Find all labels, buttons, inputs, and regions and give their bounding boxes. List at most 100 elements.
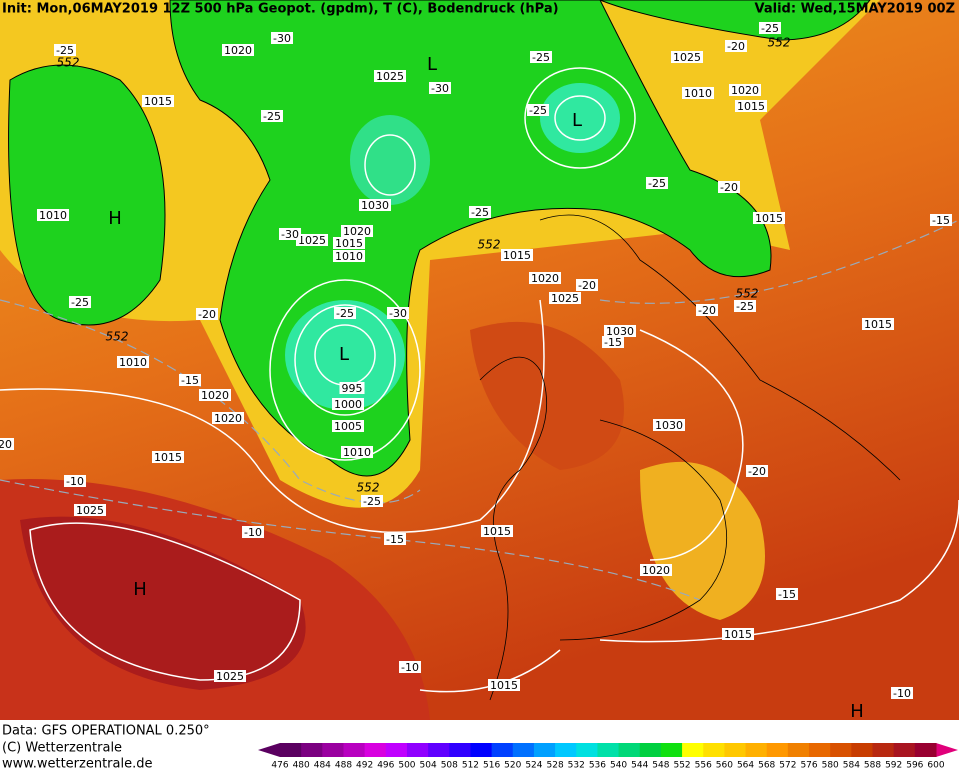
- warm-core: [20, 516, 306, 690]
- low-core: [350, 115, 430, 205]
- colorbar-cell: [428, 743, 450, 757]
- temperature-label-box: [279, 228, 301, 240]
- temperature-label: -25: [71, 296, 89, 309]
- colorbar-cell: [703, 743, 725, 757]
- temperature-label: -25: [736, 300, 754, 313]
- isobar-label-box: [549, 292, 581, 304]
- isobar-label: 1015: [737, 100, 765, 113]
- colorbar-cell: [385, 743, 408, 757]
- header-valid: Valid: Wed,15MAY2019 00Z: [755, 2, 955, 17]
- temperature-label-box: [64, 475, 86, 487]
- temperature-label-box: [696, 304, 718, 316]
- isobar-label: 1025: [298, 234, 326, 247]
- colorbar-label: 592: [885, 761, 902, 771]
- low-core: [285, 300, 405, 410]
- temperature-label-box: [759, 22, 781, 34]
- colorbar-cell: [322, 743, 344, 757]
- colorbar-label: 596: [906, 761, 923, 771]
- colorbar-cell: [830, 743, 852, 757]
- isobar: [29, 522, 301, 681]
- isobar-label-box: [341, 225, 373, 237]
- isobar-label: 995: [342, 382, 363, 395]
- isobar-label-box: [332, 420, 364, 432]
- isobar-label: 1025: [551, 292, 579, 305]
- isobar-label: 1015: [864, 318, 892, 331]
- colorbar-cell: [724, 743, 747, 757]
- colorbar-label: 548: [652, 761, 669, 771]
- isobar: [269, 279, 421, 461]
- isobar: [364, 134, 416, 196]
- colorbar-label: 496: [377, 761, 394, 771]
- isobar-label-box: [332, 398, 364, 410]
- isobar-label: 1015: [335, 237, 363, 250]
- temperature-label: -10: [401, 661, 419, 674]
- colorbar-label: 584: [843, 761, 860, 771]
- colorbar-cell: [364, 743, 387, 757]
- contour-label: 552: [357, 481, 380, 495]
- temperature-label: -20: [748, 465, 766, 478]
- isobar-label-box: [671, 51, 703, 63]
- isobar-label-box: [604, 325, 636, 337]
- isobar-label-box: [74, 504, 106, 516]
- temperature-label-box: [718, 181, 740, 193]
- isobar-label-box: [339, 382, 365, 394]
- temperature-label: -10: [893, 687, 911, 700]
- isobar-label: 1015: [755, 212, 783, 225]
- isobar-label: 1015: [503, 249, 531, 262]
- colorbar-cell: [787, 743, 810, 757]
- colorbar-label: 528: [547, 761, 564, 771]
- isobar-label: 1010: [684, 87, 712, 100]
- isobar-label: 1000: [334, 398, 362, 411]
- temperature-label-box: [196, 308, 218, 320]
- colorbar-cell: [449, 743, 471, 757]
- isobar-label-box: [529, 272, 561, 284]
- colorbar-cell: [872, 743, 895, 757]
- isobar-label-box: [37, 209, 69, 221]
- temperature-label-box: [334, 307, 356, 319]
- colorbar-arrow: [936, 743, 958, 757]
- isobar-label-box: [333, 237, 365, 249]
- temperature-label-box: [271, 32, 293, 44]
- colorbar-cell: [745, 743, 768, 757]
- temperature-label: -20: [727, 40, 745, 53]
- isobar-label-box: [296, 234, 328, 246]
- isobar-label-box: [214, 670, 246, 682]
- trough-region: [599, 0, 871, 41]
- warm-region: [470, 321, 624, 470]
- coastline: [479, 356, 548, 701]
- temperature-label: -30: [431, 82, 449, 95]
- isobars: [0, 67, 959, 693]
- pressure-center: H: [850, 701, 864, 722]
- temperature-label-box: [891, 687, 913, 699]
- colorbar-cell: [597, 743, 620, 757]
- colorbar-cell: [555, 743, 577, 757]
- colorbar-arrow: [258, 743, 280, 757]
- isobar-label-box: [341, 446, 373, 458]
- footer-url: www.wetterzentrale.de: [2, 757, 152, 771]
- isobar-label: 1030: [606, 325, 634, 338]
- colorbar-label: 540: [610, 761, 627, 771]
- temperature-label: -15: [778, 588, 796, 601]
- temperature-label: -15: [932, 214, 950, 227]
- isobar-label-box: [481, 525, 513, 537]
- temperature-label: -20: [578, 279, 596, 292]
- isobar-label: 1030: [655, 419, 683, 432]
- isobar-label: 1010: [119, 356, 147, 369]
- temperature-label-box: [429, 82, 451, 94]
- colorbar-label: 576: [800, 761, 817, 771]
- isobar-label: 1010: [343, 446, 371, 459]
- colorbar-cell: [682, 743, 704, 757]
- temperature-label-box: [261, 110, 283, 122]
- isobar: [0, 299, 545, 534]
- temperature-label-box: [930, 214, 952, 226]
- colorbar-label: 556: [695, 761, 712, 771]
- colorbar-cell: [576, 743, 598, 757]
- colorbar-cell: [809, 743, 831, 757]
- isobar-label-box: [212, 412, 244, 424]
- colorbar-cell: [406, 743, 429, 757]
- isobar-label: 1020: [214, 412, 242, 425]
- temperature-label-box: [469, 206, 491, 218]
- colorbar-cell: [280, 743, 302, 757]
- cool-region: [640, 461, 765, 620]
- coastline: [539, 214, 901, 481]
